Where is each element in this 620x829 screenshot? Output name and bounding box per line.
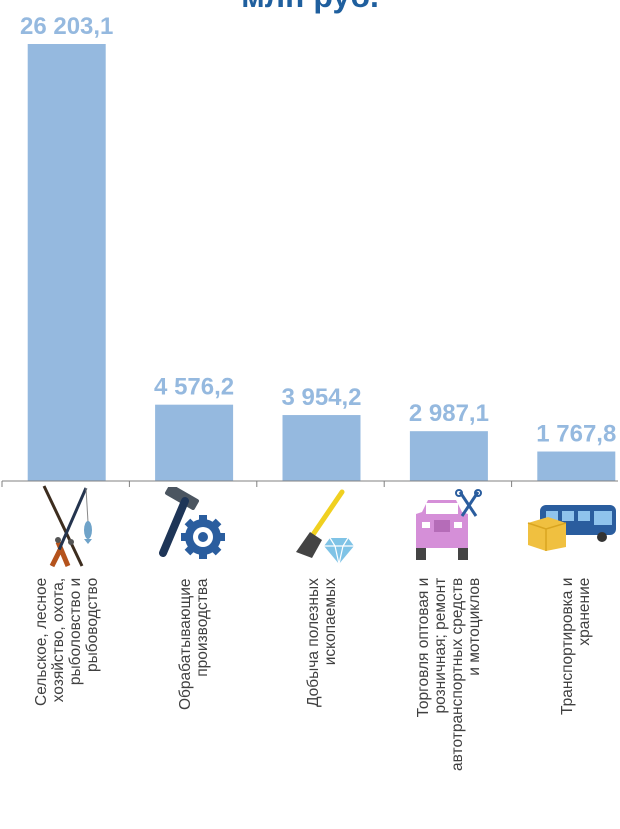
category-label-line: рыбоводство bbox=[83, 577, 101, 672]
category-label-line: Транспортировка и bbox=[559, 577, 577, 715]
category-label-line: автотранспортных средств bbox=[448, 577, 466, 771]
bus-box-icon bbox=[527, 505, 616, 551]
bar-1 bbox=[27, 44, 106, 481]
category-label-line: производства bbox=[194, 578, 212, 677]
value-label-2: 4 576,2 bbox=[154, 374, 234, 401]
hammer-gear-icon bbox=[159, 487, 225, 559]
category-label-line: ископаемых bbox=[321, 578, 339, 666]
category-label-line: хранение bbox=[576, 577, 594, 646]
shovel-diamond-icon bbox=[296, 489, 354, 565]
category-label-4: Торговля оптовая и розничная; ремонт автот… bbox=[415, 578, 483, 771]
category-label-line: Обрабатывающие bbox=[177, 578, 195, 710]
category-label-line: Сельское, лесное bbox=[32, 577, 50, 706]
category-label-line: рыболовство и bbox=[66, 577, 84, 686]
value-label-3: 3 954,2 bbox=[281, 384, 361, 411]
fishing-rods-icon bbox=[42, 485, 92, 568]
bar-3 bbox=[282, 415, 361, 481]
bar-4 bbox=[409, 431, 488, 481]
value-label-1: 26 203,1 bbox=[20, 13, 113, 40]
chart-title: млн руб. bbox=[0, 0, 620, 15]
category-label-2: Обрабатывающие производства bbox=[177, 578, 211, 710]
bar-2 bbox=[155, 404, 234, 481]
category-label-5: Транспортировка и хранение bbox=[559, 578, 593, 715]
car-tools-icon bbox=[416, 489, 482, 560]
category-label-line: и мотоциклов bbox=[465, 577, 483, 676]
category-label-1: Сельское, лесное хозяйство, охота, рыболов… bbox=[33, 578, 101, 706]
category-label-3: Добыча полезных ископаемых bbox=[305, 578, 339, 707]
category-label-line: Добыча полезных bbox=[304, 578, 322, 707]
bar-5 bbox=[537, 451, 616, 481]
category-label-line: хозяйство, охота, bbox=[49, 577, 67, 703]
category-label-line: розничная; ремонт bbox=[431, 577, 449, 714]
value-label-4: 2 987,1 bbox=[409, 400, 489, 427]
category-label-line: Торговля оптовая и bbox=[414, 577, 432, 718]
value-label-5: 1 767,8 bbox=[536, 421, 616, 448]
